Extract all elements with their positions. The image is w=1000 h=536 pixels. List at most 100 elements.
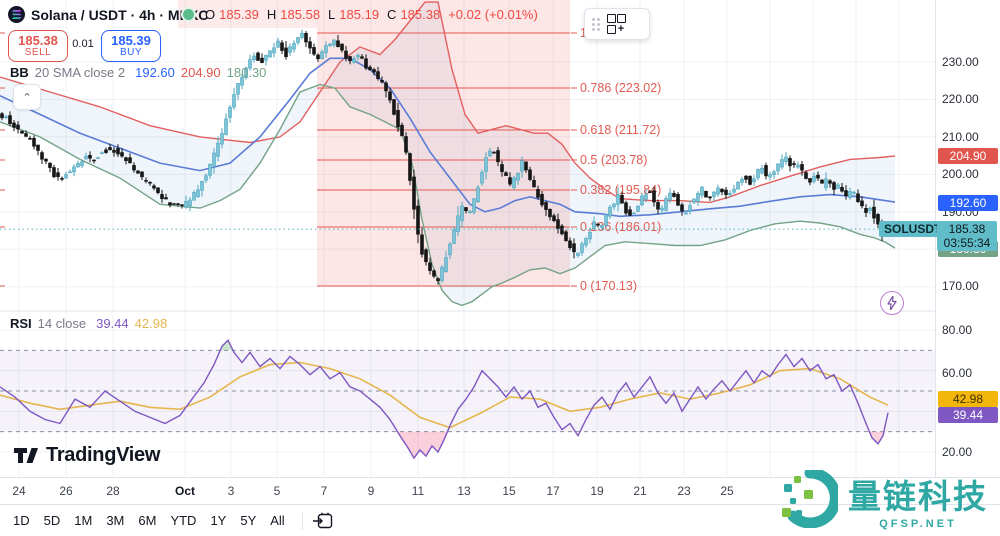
price-axis-badge: 42.98	[938, 391, 998, 407]
time-axis-label: 24	[12, 484, 26, 498]
bb-name: BB	[10, 65, 29, 80]
range-button-1D[interactable]: 1D	[13, 512, 30, 528]
bb-upper-value: 204.90	[180, 65, 221, 80]
fib-level-label: 0.618 (211.72)	[580, 123, 660, 137]
layout-add-icon[interactable]: +	[606, 14, 626, 35]
bb-lower-line	[0, 83, 896, 307]
collapse-pane-button[interactable]: ⌃	[13, 84, 41, 110]
sell-button[interactable]: 185.38 SELL	[8, 30, 68, 62]
ohlc-o-label: O	[205, 7, 216, 22]
watermark-title: 量链科技	[848, 477, 988, 516]
go-to-date-button[interactable]	[312, 512, 334, 530]
range-button-6M[interactable]: 6M	[138, 512, 157, 528]
bb-basis-value: 192.60	[135, 65, 175, 80]
fib-level-label: 0.5 (203.78)	[580, 153, 647, 167]
price-axis-label: 170.00	[942, 279, 979, 293]
bar-countdown: 03:55:34	[943, 236, 991, 250]
bb-params: 20 SMA close 2	[34, 65, 126, 80]
time-axis-label: 13	[457, 484, 471, 498]
price-axis-label: 200.00	[942, 167, 979, 181]
qfsp-watermark: 量链科技 QFSP.NET	[782, 470, 988, 530]
symbol-tag: SOLUSDT	[879, 221, 947, 237]
rsi-name: RSI	[10, 316, 32, 331]
time-axis-label: 26	[59, 484, 73, 498]
range-button-1M[interactable]: 1M	[74, 512, 93, 528]
fib-level-label: 0.786 (223.02)	[580, 81, 661, 95]
price-axis-label: 210.00	[942, 130, 979, 144]
floating-toolbar[interactable]: +	[584, 8, 650, 40]
calendar-arrow-icon	[312, 512, 332, 528]
fib-level-label: 0.236 (186.01)	[580, 220, 661, 234]
price-axis-label: 230.00	[942, 55, 979, 69]
price-axis-badge: 192.60	[938, 195, 998, 211]
rsi-line	[0, 339, 889, 460]
tradingview-logo[interactable]: TradingView	[14, 444, 160, 467]
range-button-3M[interactable]: 3M	[106, 512, 125, 528]
solana-logo-icon	[8, 6, 25, 23]
time-axis-label: 23	[677, 484, 691, 498]
last-price: 185.38	[948, 222, 986, 236]
sell-label: SELL	[24, 46, 52, 58]
time-axis-label: 19	[590, 484, 604, 498]
ohlc-o-value: 185.39	[219, 7, 259, 22]
drag-handle-icon[interactable]	[592, 17, 600, 31]
ohlc-l-value: 185.19	[339, 7, 380, 22]
bb-legend[interactable]: BB 20 SMA close 2 192.60 204.90 180.30	[10, 65, 266, 80]
last-price-countdown-badge: 185.38 03:55:34	[937, 221, 997, 251]
range-button-1Y[interactable]: 1Y	[210, 512, 227, 528]
rsi-value: 39.44	[96, 316, 129, 331]
qfsp-logo-icon	[782, 470, 838, 528]
buy-label: BUY	[119, 46, 143, 58]
ohlc-c-label: C	[387, 7, 397, 22]
symbol-header: Solana / USDT · 4h · MEXC	[8, 6, 208, 23]
toolbar-divider	[301, 511, 303, 530]
tradingview-text: TradingView	[46, 444, 161, 466]
buy-button[interactable]: 185.39 BUY	[101, 30, 161, 62]
spread-value: 0.01	[72, 38, 94, 50]
buy-price: 185.39	[111, 32, 151, 48]
time-axis-label: 3	[227, 484, 235, 498]
gridlines	[0, 0, 935, 477]
price-axis-badge: 39.44	[938, 407, 998, 423]
price-axis-label: 220.00	[942, 92, 979, 106]
ohlc-l-label: L	[328, 7, 336, 22]
price-axis-label: 80.00	[942, 323, 973, 337]
time-axis-label: 9	[367, 484, 375, 498]
ohlc-row: O 185.39 H 185.58 L 185.19 C 185.38 +0.02 (+…	[205, 7, 538, 22]
rsi-ma-value: 42.98	[134, 316, 168, 331]
time-axis-label: 15	[502, 484, 516, 498]
price-axis-label: 60.00	[942, 366, 973, 380]
chevron-up-icon: ⌃	[22, 91, 32, 104]
rsi-ma-line	[0, 361, 889, 429]
tradingview-mark-icon	[14, 448, 38, 463]
range-button-All[interactable]: All	[270, 512, 285, 528]
fib-level-label: 1	[580, 26, 587, 40]
ohlc-change-value: +0.02 (+0.01%)	[448, 7, 538, 22]
range-button-5Y[interactable]: 5Y	[240, 512, 257, 528]
candles	[0, 29, 888, 285]
symbol-title[interactable]: Solana / USDT · 4h · MEXC	[31, 6, 209, 23]
bb-upper-line	[0, 1, 896, 204]
quick-trade-button[interactable]	[880, 291, 904, 315]
sell-price: 185.38	[18, 32, 58, 48]
bb-basis-line	[0, 57, 896, 218]
time-axis-label: 17	[546, 484, 560, 498]
watermark-subtitle: QFSP.NET	[879, 518, 957, 530]
price-chart[interactable]: 1 0.786 (223.02) 0.618 (211.72) 0.5 (203.78…	[0, 0, 1000, 477]
ohlc-h-label: H	[266, 7, 277, 22]
market-status-icon[interactable]	[183, 9, 194, 20]
rsi-legend[interactable]: RSI 14 close 39.44 42.98	[10, 316, 167, 331]
range-button-5D[interactable]: 5D	[43, 512, 61, 528]
ohlc-h-value: 185.58	[280, 7, 321, 22]
time-axis-label: 5	[273, 484, 281, 498]
price-axis-label: 20.00	[942, 445, 973, 459]
ohlc-c-value: 185.38	[400, 7, 441, 22]
price-axis-badge: 204.90	[938, 148, 998, 164]
time-axis-label: Oct	[174, 484, 196, 498]
bb-lower-value: 180.30	[226, 65, 267, 80]
fib-level-label: 0.382 (195.84)	[580, 183, 661, 197]
time-axis-label: 7	[320, 484, 328, 498]
range-button-YTD[interactable]: YTD	[170, 512, 197, 528]
time-axis-label: 28	[106, 484, 120, 498]
